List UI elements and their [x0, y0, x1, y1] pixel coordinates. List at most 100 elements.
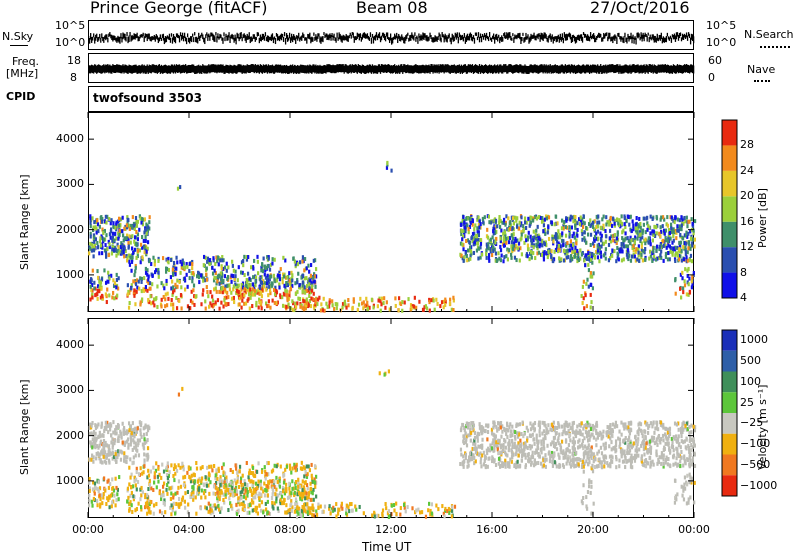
power-scatter-cell: [651, 258, 654, 263]
velocity-scatter-cell: [124, 440, 127, 445]
velocity-scatter-cell: [314, 484, 317, 489]
power-scatter-cell: [352, 299, 355, 304]
freq-mark: [234, 65, 236, 74]
power-scatter-cell: [148, 281, 152, 286]
power-scatter-cell: [133, 239, 136, 244]
power-scatter-cell: [176, 186, 180, 191]
power-scatter-cell: [283, 283, 286, 288]
power-scatter-cell: [160, 297, 163, 302]
power-scatter-cell: [131, 215, 134, 220]
velocity-scatter-cell: [172, 501, 175, 506]
power-scatter-cell: [260, 280, 264, 285]
power-scatter-cell: [165, 257, 168, 262]
power-scatter-cell: [460, 232, 463, 237]
nsky-mark: [216, 36, 218, 43]
power-scatter-cell: [654, 233, 657, 238]
velocity-scatter-cell: [134, 508, 137, 513]
velocity-scatter-cell: [178, 496, 181, 501]
velocity-scatter-cell: [288, 495, 291, 500]
velocity-scatter-cell: [249, 471, 253, 476]
velocity-scatter-cell: [390, 503, 393, 508]
power-scatter-cell: [632, 248, 635, 253]
velocity-scatter-cell: [429, 512, 432, 517]
power-scatter-cell: [597, 236, 600, 241]
velocity-scatter-cell: [93, 485, 97, 490]
velocity-scatter-cell: [96, 451, 100, 456]
nsky-mark: [496, 33, 498, 40]
nsky-mark: [530, 33, 532, 41]
power-scatter-cell: [146, 272, 149, 277]
nsky-mark: [352, 32, 354, 38]
nsky-mark: [131, 34, 133, 41]
nsky-mark: [499, 37, 501, 44]
power-scatter-cell: [605, 215, 608, 220]
velocity-scatter-cell: [101, 460, 104, 465]
velocity-scatter-cell: [293, 509, 296, 514]
power-scatter-cell: [502, 236, 505, 241]
power-scatter-cell: [520, 252, 524, 257]
velocity-scatter-cell: [296, 502, 299, 507]
velocity-scatter-cell: [201, 465, 204, 470]
velocity-scatter-cell: [208, 491, 211, 496]
power-scatter-cell: [314, 267, 318, 272]
power-scatter-cell: [568, 234, 571, 239]
velocity-scatter-cell: [290, 508, 293, 513]
power-scatter-cell: [208, 258, 211, 263]
power-scatter-cell: [303, 268, 306, 273]
velocity-scatter-cell: [345, 507, 348, 512]
nsky-mark: [227, 34, 229, 41]
power-scatter-cell: [302, 288, 305, 293]
power-scatter-cell: [275, 278, 279, 283]
nsky-mark: [594, 35, 596, 43]
power-scatter-cell: [283, 292, 286, 297]
nsky-mark: [298, 32, 300, 39]
power-scatter-cell: [166, 291, 169, 296]
nsky-mark: [371, 33, 374, 38]
power-scatter-cell: [105, 233, 108, 238]
power-scatter-cell: [136, 219, 139, 224]
freq-mark: [223, 65, 225, 74]
velocity-scatter-cell: [105, 427, 108, 432]
nsky-mark: [617, 33, 619, 37]
nsky-mark: [132, 36, 134, 40]
nsky-mark: [128, 35, 130, 42]
velocity-scatter-cell: [218, 490, 221, 495]
power-scatter-cell: [623, 238, 626, 243]
power-scatter-cell: [586, 277, 589, 282]
freq-mark: [231, 65, 233, 74]
power-scatter-cell: [103, 228, 107, 233]
velocity-scatter-cell: [127, 445, 130, 450]
power-scatter-cell: [634, 226, 637, 231]
freq-mark: [384, 64, 387, 73]
freq-mark: [550, 65, 552, 74]
velocity-scatter-cell: [108, 423, 111, 428]
power-scatter-cell: [291, 273, 294, 278]
power-scatter-cell: [143, 230, 146, 235]
power-scatter-cell: [555, 239, 559, 244]
power-scatter-cell: [92, 225, 95, 230]
power-scatter-cell: [265, 265, 268, 270]
power-scatter-cell: [223, 295, 226, 300]
power-scatter-cell: [582, 279, 585, 284]
freq-mark: [422, 64, 424, 73]
freq-mark: [438, 65, 440, 74]
power-scatter-cell: [289, 286, 293, 291]
velocity-scatter-cell: [133, 434, 136, 439]
nsky-mark: [674, 35, 677, 42]
nsky-mark: [459, 34, 461, 41]
power-scatter-cell: [498, 220, 501, 225]
velocity-scatter-cell: [229, 492, 232, 497]
velocity-scatter-cell: [427, 508, 430, 513]
freq-mark: [295, 65, 297, 74]
nsky-mark: [261, 33, 264, 41]
nsky-mark: [569, 33, 572, 40]
power-scatter-cell: [238, 292, 241, 297]
nsky-mark: [393, 36, 395, 40]
nsky-mark: [359, 33, 361, 38]
velocity-scatter-cell: [96, 498, 99, 503]
power-scatter-cell: [300, 303, 303, 308]
freq-mark: [133, 64, 135, 73]
power-scatter-cell: [672, 238, 675, 243]
power-scatter-cell: [97, 275, 100, 280]
freq-mark: [305, 65, 307, 74]
